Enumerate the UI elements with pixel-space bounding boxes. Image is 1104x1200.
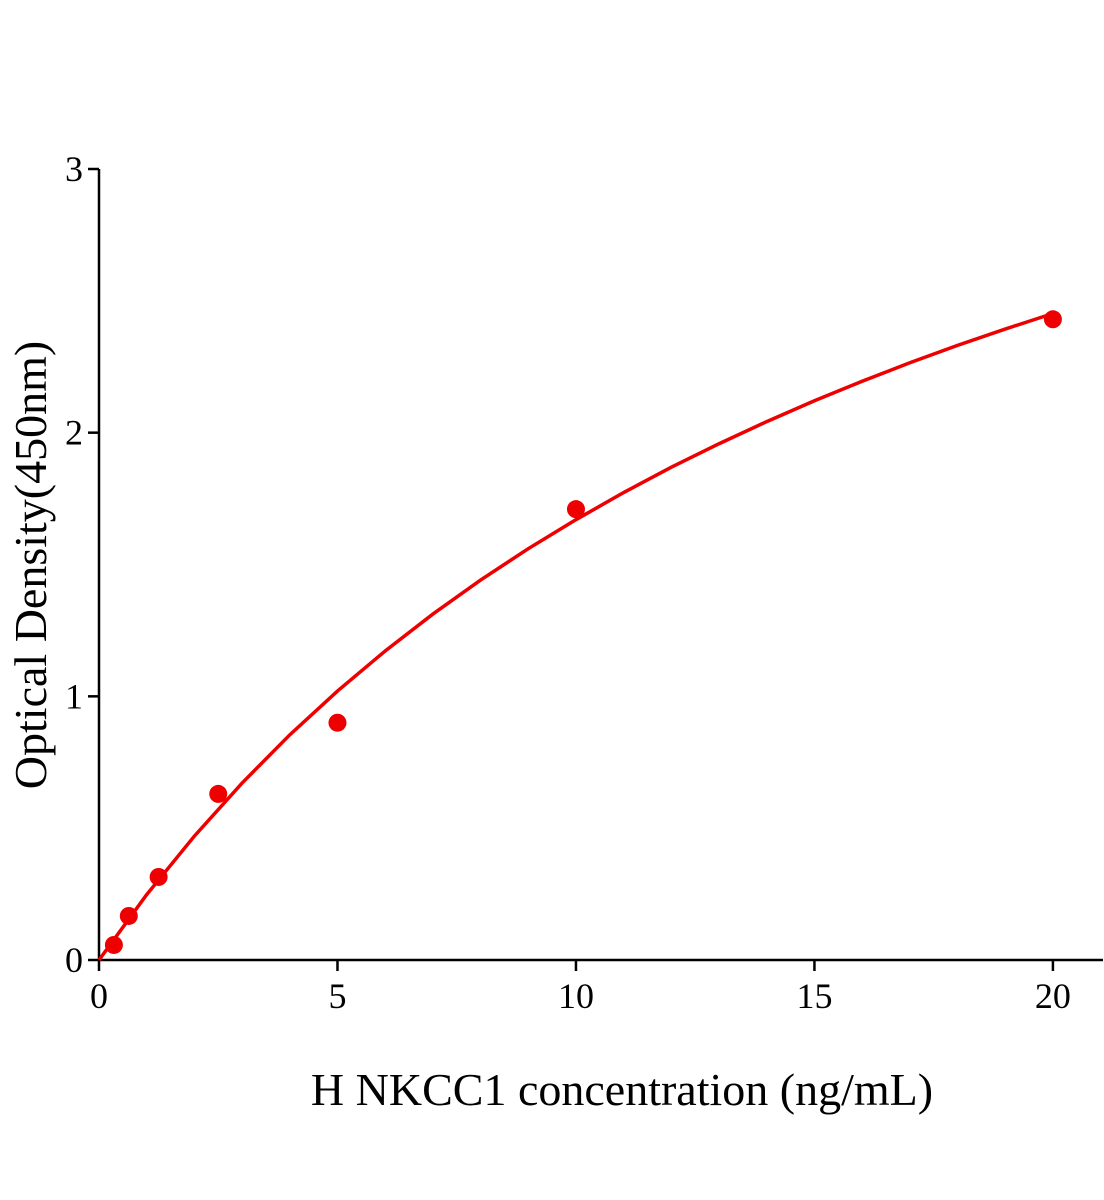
y-tick-label: 1 xyxy=(65,676,83,716)
y-axis-title: Optical Density(450nm) xyxy=(5,341,56,789)
x-tick-label: 15 xyxy=(796,976,832,1016)
data-point xyxy=(104,935,123,954)
data-point xyxy=(209,784,228,803)
x-tick-label: 5 xyxy=(328,976,346,1016)
data-point xyxy=(1043,310,1062,329)
fit-curve xyxy=(97,311,1054,962)
y-tick-label: 0 xyxy=(65,940,83,980)
data-point xyxy=(328,713,347,732)
y-tick-label: 2 xyxy=(65,413,83,453)
x-tick-label: 0 xyxy=(90,976,108,1016)
x-tick-label: 10 xyxy=(558,976,594,1016)
data-point xyxy=(566,500,585,519)
x-tick-label: 20 xyxy=(1035,976,1071,1016)
x-axis-title: H NKCC1 concentration (ng/mL) xyxy=(311,1064,933,1115)
y-tick-label: 3 xyxy=(65,149,83,189)
